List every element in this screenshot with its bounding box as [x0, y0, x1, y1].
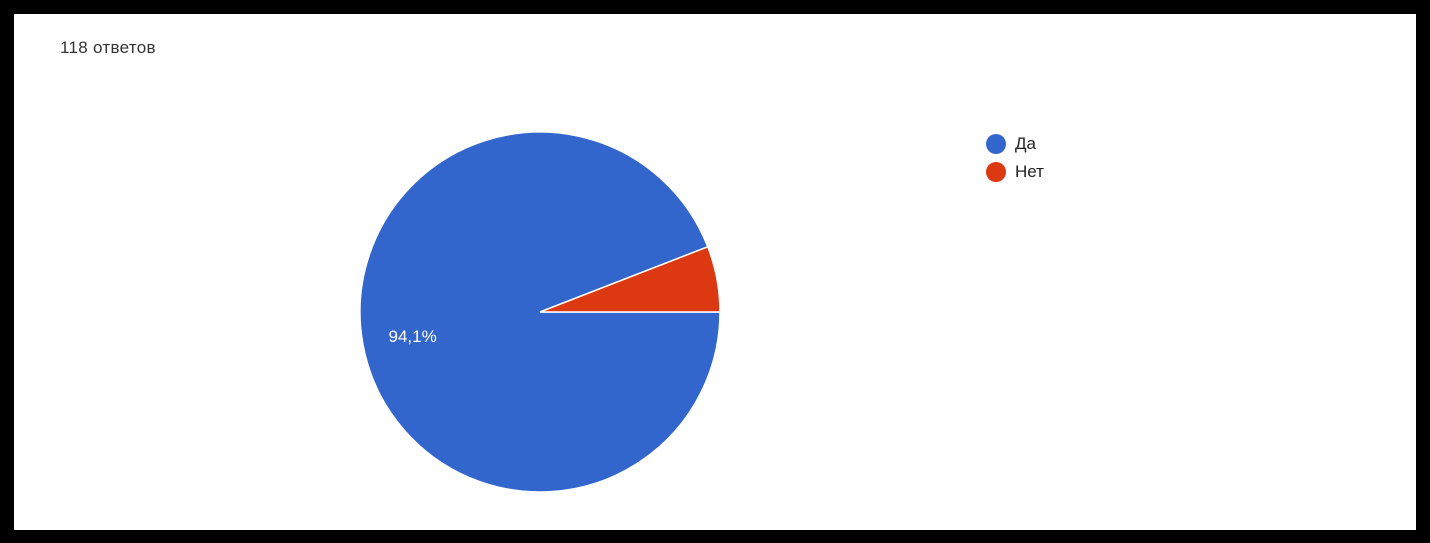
pie-label-yes: 94,1%	[389, 327, 437, 346]
legend-item-yes[interactable]: Да	[986, 131, 1044, 157]
legend-label-no: Нет	[1015, 162, 1044, 181]
pie-chart: 94,1%	[359, 131, 721, 493]
response-count: 118 ответов	[60, 38, 156, 57]
legend-item-no[interactable]: Нет	[986, 159, 1044, 185]
chart-legend: Да Нет	[986, 131, 1044, 187]
legend-label-yes: Да	[1015, 134, 1036, 153]
legend-swatch-no	[986, 162, 1006, 182]
pie-slice-no[interactable]	[539, 245, 721, 313]
legend-swatch-yes	[986, 134, 1006, 154]
chart-panel: 118 ответов 94,1% Да Нет	[14, 14, 1416, 530]
